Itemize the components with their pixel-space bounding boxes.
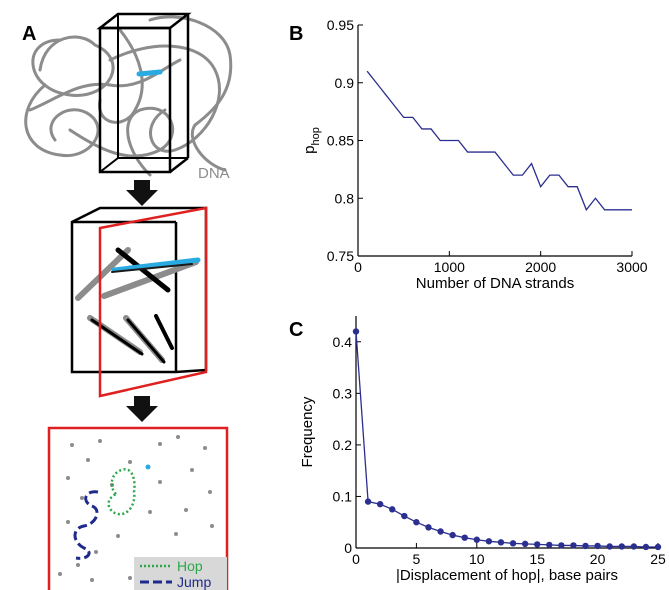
data-point (389, 506, 396, 513)
dna-tangle-illustration: DNA (24, 12, 233, 182)
data-point (364, 498, 372, 505)
data-point (413, 519, 420, 526)
legend-jump-label: Jump (177, 574, 211, 590)
red-slice-plane (98, 206, 208, 398)
x-axis-label: |Displacement of hop|, base pairs (396, 567, 618, 584)
y-tick-label: 0.8 (335, 190, 355, 206)
strand-gray (75, 247, 131, 301)
data-point (485, 538, 493, 545)
zoom-slab-outline (70, 206, 208, 374)
data-point (654, 543, 662, 551)
panel-b-letter: B (289, 23, 303, 45)
x-axis-label: Number of DNA strands (416, 275, 574, 292)
data-point (546, 541, 553, 549)
dna-strand (98, 28, 144, 124)
data-point (534, 541, 541, 548)
slab-left-bottom-edge (99, 157, 119, 173)
x-tick-label: 20 (590, 551, 606, 567)
x-tick-label: 3000 (616, 259, 647, 275)
panel-b: B 0 1000 2000 3000 0.75 0.8 0.85 0.9 0.95 Number … (289, 17, 648, 292)
y-tick-label: 0 (344, 540, 352, 556)
strand-black (126, 318, 166, 364)
series-line (355, 331, 658, 548)
x-tick-label: 1000 (434, 259, 465, 275)
data-point (401, 512, 408, 520)
x-tick-label: 0 (352, 551, 360, 567)
y-tick-label: 0.1 (333, 488, 353, 504)
strand-gray (101, 259, 199, 299)
dna-strand (24, 83, 100, 157)
jump-trajectory (73, 490, 99, 560)
dna-strand (68, 106, 174, 177)
point-scatter (58, 435, 214, 582)
x-tick-label: 0 (354, 259, 362, 275)
y-axis-label-main: p (301, 146, 318, 154)
data-point (618, 543, 625, 550)
y-tick-label: 0.85 (327, 133, 354, 149)
data-point (509, 540, 517, 547)
data-point (352, 328, 360, 335)
data-point (642, 543, 650, 551)
x-tick-label: 15 (529, 551, 545, 567)
data-point (521, 540, 529, 548)
panel-a-letter: A (22, 23, 36, 45)
down-arrow-2 (126, 396, 158, 422)
y-tick-label: 0.2 (333, 437, 353, 453)
panel-c-letter: C (289, 319, 303, 341)
slab-bottom-edge (169, 157, 189, 173)
y-tick-label: 0.9 (335, 75, 355, 91)
data-point (570, 542, 577, 549)
data-point (582, 542, 589, 550)
y-axis-label: Frequency (299, 396, 316, 467)
highlight-point (145, 464, 151, 470)
y-tick-label: 0.75 (327, 248, 354, 264)
x-tick-label: 2000 (525, 259, 556, 275)
dna-strand (28, 58, 182, 112)
dna-label: DNA (198, 165, 230, 182)
panel-a: A DNA (22, 12, 233, 590)
series-line (366, 70, 632, 212)
dna-strand (148, 15, 233, 172)
highlight-segment (136, 69, 163, 77)
x-tick-label: 25 (650, 551, 666, 567)
chart-b: 0 1000 2000 3000 0.75 0.8 0.85 0.9 0.95 Number of… (301, 17, 648, 292)
strand-black (154, 314, 174, 350)
x-tick-label: 5 (413, 551, 421, 567)
y-tick-label: 0.3 (333, 385, 353, 401)
data-point (449, 531, 456, 539)
data-point (606, 543, 613, 550)
y-axis-label-subscript: hop (310, 127, 322, 145)
projection-box: Hop Jump (47, 426, 229, 590)
data-point (630, 543, 638, 550)
data-point (461, 534, 468, 541)
strand-black (111, 263, 193, 273)
down-arrow-1 (126, 180, 158, 206)
dna-strand (108, 44, 221, 153)
hop-trajectory (107, 468, 136, 516)
strand-black (115, 247, 171, 293)
y-tick-label: 0.4 (333, 334, 353, 350)
chart-c: 0 5 10 15 20 25 0 0.1 0.2 0.3 0.4 |Displacement of … (299, 316, 666, 584)
panel-c: C 0 5 10 15 20 25 0 0.1 0.2 0.3 0.4 |Displacement o… (289, 316, 666, 584)
data-point (425, 524, 432, 531)
dna-strand (31, 35, 115, 97)
data-point (473, 536, 480, 543)
zoomed-slab-illustration (70, 206, 208, 398)
x-tick-label: 10 (469, 551, 485, 567)
data-point (497, 539, 505, 546)
trajectory-legend: Hop Jump (134, 557, 227, 590)
y-axis-label: phop (301, 127, 322, 154)
legend-hop-label: Hop (177, 558, 203, 574)
data-point (376, 500, 384, 508)
legend-background (134, 557, 227, 590)
data-point (437, 528, 444, 535)
data-point (594, 542, 601, 550)
highlight-strand (111, 257, 201, 273)
y-tick-label: 0.95 (327, 17, 354, 33)
data-point (558, 542, 565, 549)
